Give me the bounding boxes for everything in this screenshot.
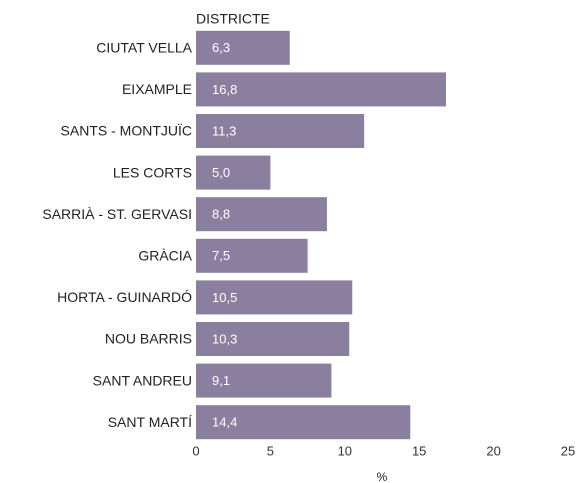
x-tick-label: 5 [267,443,274,458]
y-tick-label: HORTA - GUINARDÓ [57,289,192,305]
y-tick-label: SARRIÀ - ST. GERVASI [42,206,192,222]
value-label: 16,8 [212,82,237,97]
bar [196,322,350,356]
value-label: 9,1 [212,373,230,388]
y-tick-label: SANTS - MONTJUÏC [61,123,192,139]
value-label: 5,0 [212,165,230,180]
value-label: 10,3 [212,331,237,346]
value-label: 8,8 [212,207,230,222]
y-tick-label: LES CORTS [113,164,192,180]
bar [196,114,365,148]
x-tick-label: 25 [561,443,575,458]
y-tick-label: NOU BARRIS [105,331,192,347]
x-tick-label: 20 [486,443,500,458]
x-tick-label: 0 [192,443,199,458]
value-label: 6,3 [212,40,230,55]
y-tick-label: GRÀCIA [138,248,192,264]
bar [196,405,411,440]
y-axis-label: DISTRICTE [196,11,270,27]
x-tick-label: 15 [412,443,426,458]
value-label: 7,5 [212,248,230,263]
y-tick-label: SANT MARTÍ [108,414,192,430]
value-label: 14,4 [212,415,237,430]
bar [196,280,353,315]
x-axis-label: % [377,470,388,483]
bar [196,363,332,398]
bar [196,197,327,232]
bar [196,72,446,107]
y-tick-label: EIXAMPLE [122,81,192,97]
y-tick-label: CIUTAT VELLA [96,40,192,56]
bar [196,30,290,65]
value-label: 10,5 [212,290,237,305]
bar [196,238,308,273]
value-label: 11,3 [212,123,236,138]
x-tick-label: 10 [338,443,352,458]
y-tick-label: SANT ANDREU [93,372,192,388]
bar [196,155,271,190]
